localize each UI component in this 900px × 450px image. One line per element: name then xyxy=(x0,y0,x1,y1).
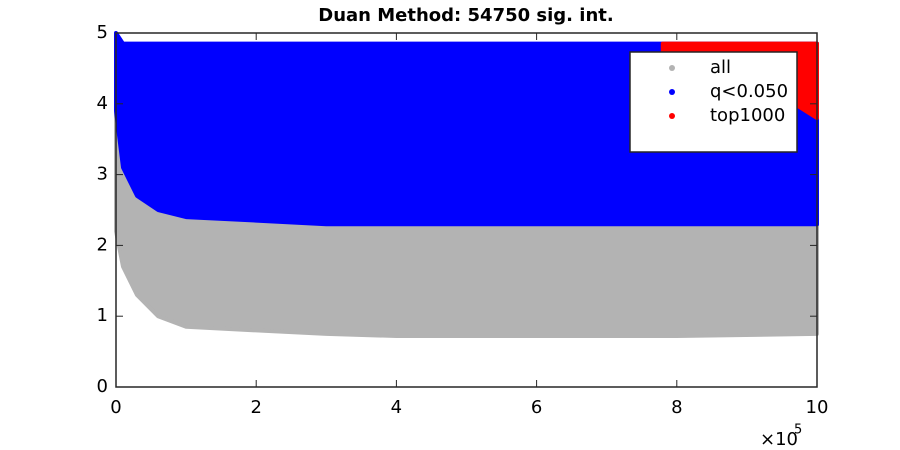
x-tick-label: 2 xyxy=(250,397,261,418)
y-tick-label: 1 xyxy=(97,305,108,326)
chart-title: Duan Method: 54750 sig. int. xyxy=(318,5,613,26)
x-tick-label: 0 xyxy=(110,397,121,418)
x-tick-label: 10 xyxy=(806,397,829,418)
y-tick-label: 3 xyxy=(97,164,108,185)
plot-frame xyxy=(115,32,818,388)
legend-marker xyxy=(669,65,675,71)
x-multiplier-power: 5 xyxy=(794,423,802,438)
legend-label: top1000 xyxy=(710,105,785,126)
x-tick-label: 8 xyxy=(671,397,682,418)
legend-label: q<0.050 xyxy=(710,81,788,102)
y-tick-label: 5 xyxy=(97,22,108,43)
x-tick-label: 4 xyxy=(391,397,402,418)
legend-label: all xyxy=(710,57,731,78)
legend-box xyxy=(629,51,798,153)
legend-marker xyxy=(669,113,675,119)
x-tick-label: 6 xyxy=(531,397,542,418)
y-tick-label: 0 xyxy=(97,376,108,397)
y-tick-label: 4 xyxy=(97,93,108,114)
y-tick-label: 2 xyxy=(97,234,108,255)
legend-marker xyxy=(669,89,675,95)
x-multiplier: ×10 xyxy=(760,429,798,450)
